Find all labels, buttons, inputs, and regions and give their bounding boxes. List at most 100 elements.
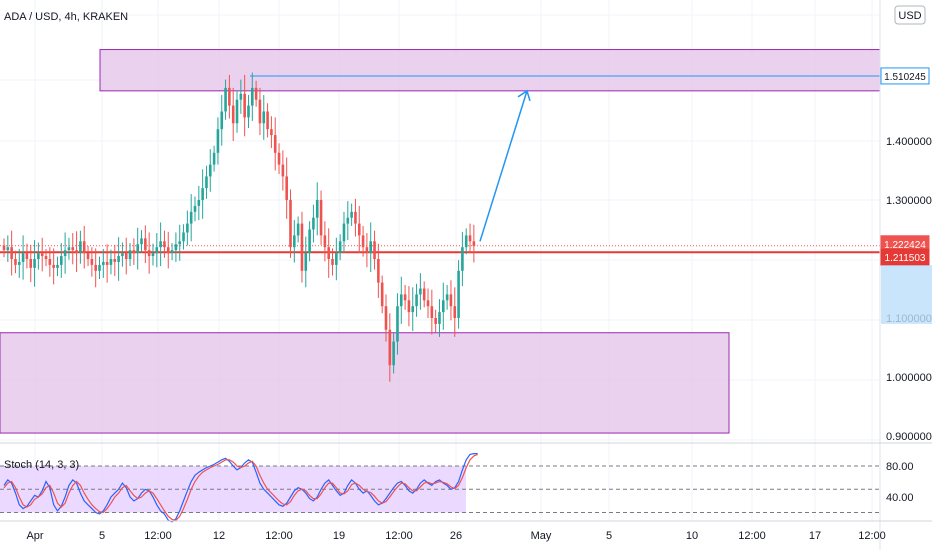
candle-body <box>296 223 300 236</box>
candle-body <box>147 250 151 257</box>
candle-body <box>140 238 143 245</box>
candle-body <box>48 259 52 265</box>
candle-body <box>430 306 434 318</box>
x-tick-label: 12:00 <box>858 530 886 542</box>
candle-body <box>166 247 170 254</box>
candle-body <box>94 264 97 271</box>
candle-body <box>105 261 109 265</box>
candle-body <box>266 111 269 130</box>
candle-body <box>285 176 288 200</box>
axis-highlight <box>881 265 932 324</box>
candle-body <box>44 256 48 259</box>
candle-body <box>178 241 182 245</box>
candle-body <box>407 300 411 313</box>
candle-body <box>308 229 311 254</box>
candle-body <box>159 241 162 248</box>
candle-body <box>354 211 357 224</box>
x-tick-label: 12:00 <box>385 530 413 542</box>
candle-body <box>442 300 445 313</box>
candle-body <box>37 253 40 259</box>
candle-body <box>197 200 201 206</box>
candle-body <box>205 176 208 189</box>
candle-body <box>270 129 273 136</box>
candle-body <box>2 245 6 251</box>
candle-body <box>380 282 384 307</box>
candle-body <box>422 288 426 301</box>
candle-body <box>86 253 90 259</box>
candle-body <box>231 105 235 124</box>
x-tick-label: May <box>531 530 552 542</box>
candle-body <box>273 135 277 153</box>
candle-body <box>14 259 17 265</box>
y-tick-label: 1.300000 <box>886 195 932 207</box>
candle-body <box>453 306 457 318</box>
candle-body <box>327 247 330 259</box>
candle-body <box>52 264 55 268</box>
x-tick-label: Apr <box>26 530 43 542</box>
candle-body <box>189 211 193 224</box>
candle-body <box>151 253 155 257</box>
candle-body <box>384 306 388 330</box>
candle-body <box>365 247 369 254</box>
candle-body <box>315 200 319 218</box>
candle-body <box>63 250 67 257</box>
candle-body <box>132 250 136 254</box>
x-tick-label: 17 <box>809 530 821 542</box>
candle-body <box>254 87 258 100</box>
candle-body <box>201 188 204 200</box>
candle-body <box>411 306 415 313</box>
resistance-zone[interactable] <box>99 49 881 92</box>
candle-body <box>419 288 422 295</box>
candle-body <box>82 241 86 254</box>
candle-body <box>102 261 105 265</box>
candle-body <box>438 312 441 324</box>
candle-body <box>357 223 361 236</box>
candle-body <box>163 241 166 248</box>
candle-body <box>79 241 82 254</box>
y-tick-label: 1.000000 <box>886 372 932 384</box>
candle-body <box>468 235 472 242</box>
candle-body <box>208 164 212 177</box>
chart-title: ADA / USD, 4h, KRAKEN <box>4 11 128 23</box>
candle-body <box>75 250 78 254</box>
candle-body <box>338 241 342 254</box>
candle-body <box>377 259 380 283</box>
candle-body <box>121 253 124 257</box>
candle-body <box>193 205 197 212</box>
candle-body <box>113 259 117 262</box>
stoch-d-line <box>3 453 478 521</box>
candle-body <box>293 235 296 248</box>
x-tick-label: 26 <box>450 530 462 542</box>
candle-body <box>170 250 174 254</box>
candle-body <box>224 87 227 112</box>
candle-body <box>262 111 266 124</box>
x-tick-label: 5 <box>606 530 612 542</box>
currency-label: USD <box>898 10 921 22</box>
candle-body <box>434 318 437 324</box>
candle-body <box>17 261 21 265</box>
candle-body <box>21 253 25 262</box>
candle-body <box>373 241 376 259</box>
projection-arrow[interactable] <box>479 90 528 242</box>
candle-body <box>235 99 239 124</box>
candle-body <box>25 253 29 259</box>
support-zone[interactable] <box>0 332 730 434</box>
candle-body <box>33 259 36 268</box>
currency-badge[interactable] <box>894 5 926 25</box>
target-price-label-box <box>880 67 930 85</box>
candle-body <box>464 235 468 248</box>
candle-body <box>396 306 399 342</box>
candle-body <box>335 253 338 265</box>
candle-body <box>289 200 292 248</box>
candle-body <box>403 294 407 301</box>
candle-body <box>457 270 460 318</box>
stoch-title: Stoch (14, 3, 3) <box>4 459 79 471</box>
candle-body <box>472 241 476 247</box>
x-tick-label: 19 <box>333 530 345 542</box>
candle-body <box>331 259 334 265</box>
candle-body <box>312 217 315 230</box>
candle-body <box>90 259 94 265</box>
candle-body <box>128 250 132 259</box>
